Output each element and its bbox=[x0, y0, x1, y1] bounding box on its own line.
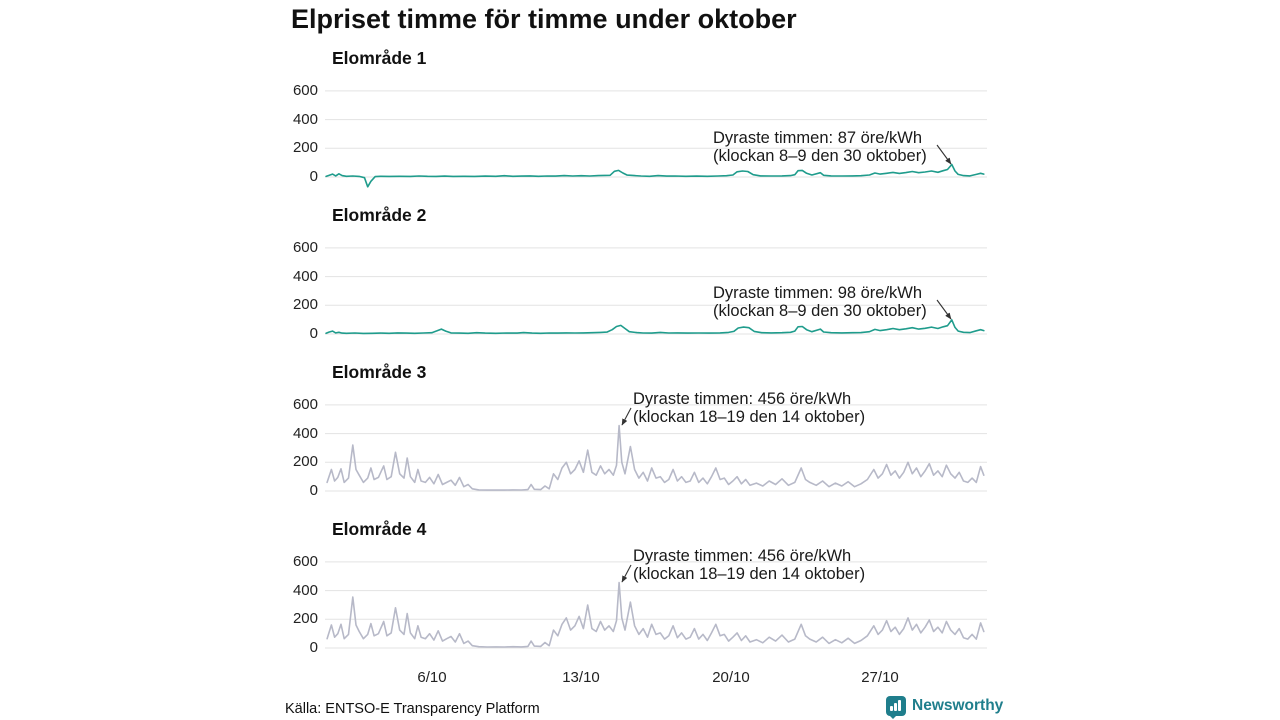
source-credit: Källa: ENTSO-E Transparency Platform bbox=[285, 701, 540, 717]
y-tick-label: 200 bbox=[292, 296, 318, 313]
line-chart-elomrade-4 bbox=[325, 561, 987, 649]
annotation-line1: Dyraste timmen: 456 öre/kWh bbox=[633, 390, 852, 408]
y-tick-label: 600 bbox=[292, 82, 318, 99]
annotation-line2: (klockan 18–19 den 14 oktober) bbox=[633, 565, 866, 583]
annotation-line2: (klockan 18–19 den 14 oktober) bbox=[633, 408, 866, 426]
y-tick-label: 200 bbox=[292, 139, 318, 156]
y-tick-label: 400 bbox=[292, 582, 318, 599]
y-tick-label: 0 bbox=[309, 639, 318, 656]
y-tick-label: 200 bbox=[292, 610, 318, 627]
line-chart-elomrade-2 bbox=[325, 247, 987, 335]
annotation-elomrade-2: Dyraste timmen: 98 öre/kWh (klockan 8–9 … bbox=[713, 284, 927, 320]
x-tick-label: 20/10 bbox=[712, 669, 750, 686]
brand-name: Newsworthy bbox=[912, 697, 1004, 714]
subplot-title-elomrade-1: Elområde 1 bbox=[332, 48, 427, 68]
annotation-line2: (klockan 8–9 den 30 oktober) bbox=[713, 302, 927, 320]
y-tick-label: 0 bbox=[309, 482, 318, 499]
x-tick-label: 6/10 bbox=[417, 669, 447, 686]
y-tick-label: 400 bbox=[292, 268, 318, 285]
brand-lockup: Newsworthy bbox=[886, 696, 1004, 719]
y-tick-label: 600 bbox=[292, 239, 318, 256]
annotation-line2: (klockan 8–9 den 30 oktober) bbox=[713, 147, 927, 165]
annotation-elomrade-4: Dyraste timmen: 456 öre/kWh (klockan 18–… bbox=[633, 547, 865, 583]
annotation-line1: Dyraste timmen: 98 öre/kWh bbox=[713, 284, 923, 302]
y-tick-label: 200 bbox=[292, 453, 318, 470]
y-tick-label: 400 bbox=[292, 425, 318, 442]
x-tick-label: 27/10 bbox=[861, 669, 899, 686]
y-tick-label: 600 bbox=[292, 396, 318, 413]
line-chart-elomrade-3 bbox=[325, 404, 987, 492]
y-tick-label: 0 bbox=[309, 168, 318, 185]
line-chart-elomrade-1 bbox=[325, 90, 987, 188]
annotation-line1: Dyraste timmen: 87 öre/kWh bbox=[713, 129, 923, 147]
annotation-line1: Dyraste timmen: 456 öre/kWh bbox=[633, 547, 852, 565]
y-tick-label: 600 bbox=[292, 553, 318, 570]
y-tick-label: 0 bbox=[309, 325, 318, 342]
subplot-title-elomrade-3: Elområde 3 bbox=[332, 362, 427, 382]
subplot-title-elomrade-4: Elområde 4 bbox=[332, 519, 427, 539]
annotation-elomrade-3: Dyraste timmen: 456 öre/kWh (klockan 18–… bbox=[633, 390, 865, 426]
annotation-elomrade-1: Dyraste timmen: 87 öre/kWh (klockan 8–9 … bbox=[713, 129, 927, 165]
newsworthy-logo-icon bbox=[886, 696, 906, 719]
y-tick-label: 400 bbox=[292, 111, 318, 128]
page-title: Elpriset timme för timme under oktober bbox=[291, 4, 797, 34]
x-tick-label: 13/10 bbox=[562, 669, 600, 686]
subplot-title-elomrade-2: Elområde 2 bbox=[332, 205, 427, 225]
